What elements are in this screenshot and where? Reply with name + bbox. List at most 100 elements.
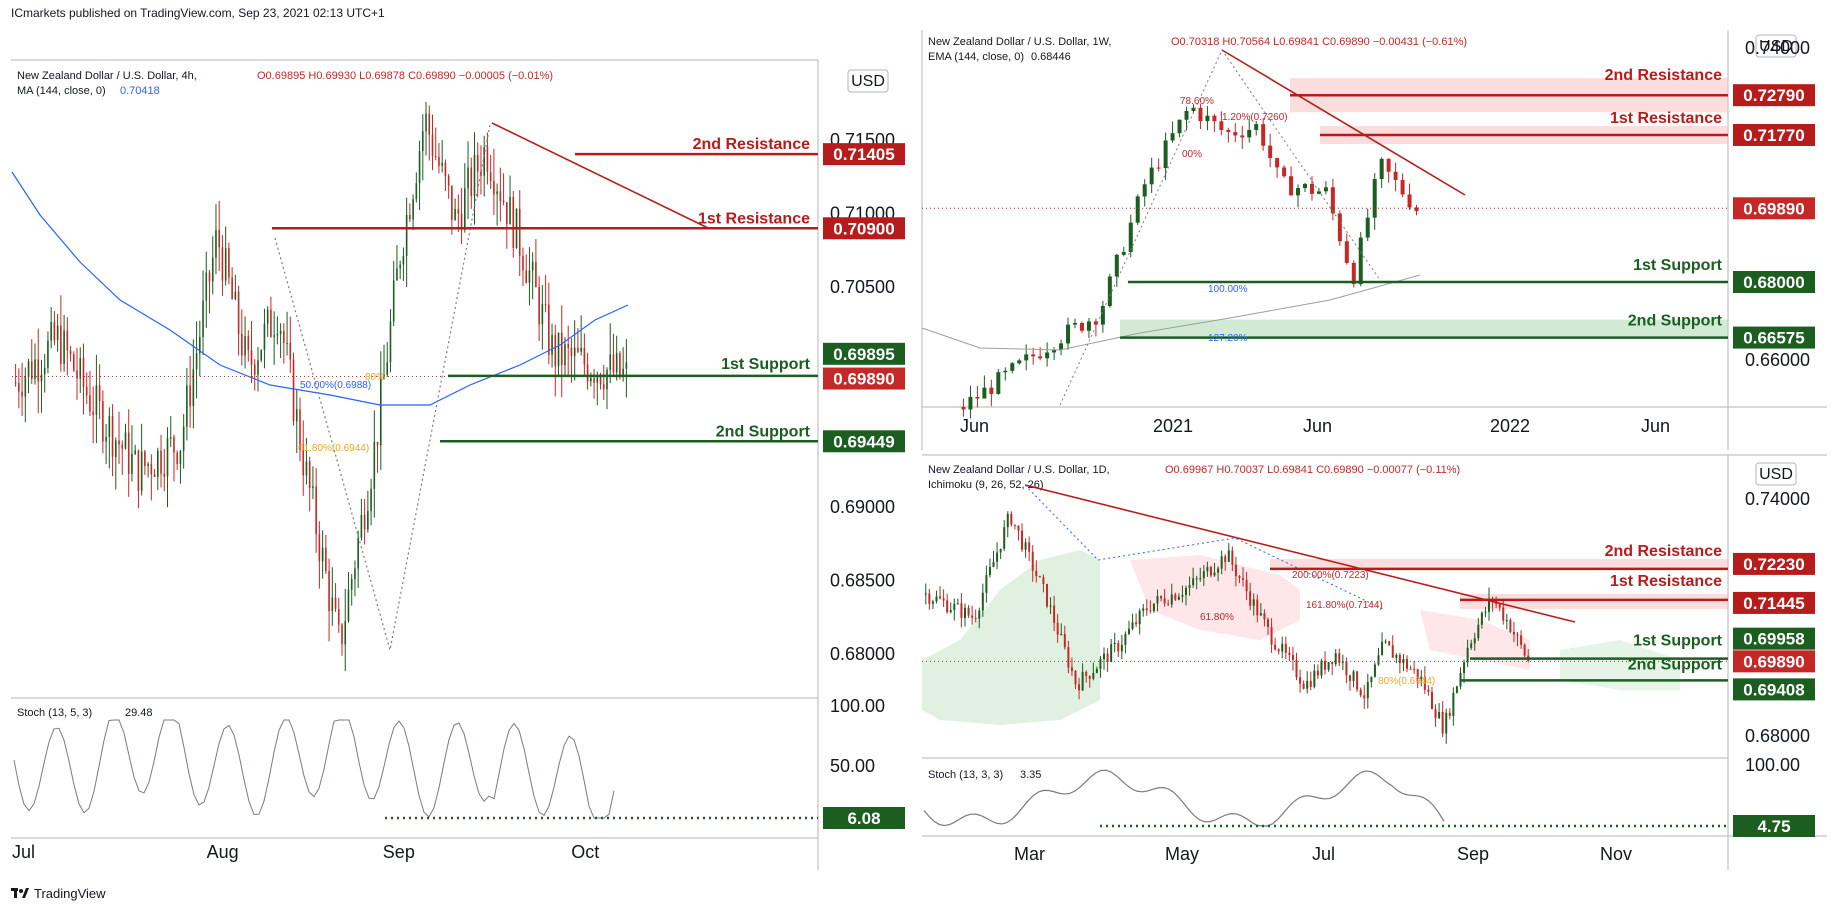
candle-body [409,214,411,220]
price-1st-support: 0.68000 [1743,273,1804,292]
candle-body [1366,682,1369,699]
candle-body [1227,550,1230,562]
candle-body [1358,237,1363,285]
candle-body [199,337,201,354]
candle-body [153,474,156,477]
candle-body [1498,604,1501,608]
candle-body [305,461,308,476]
candle-body [625,362,628,369]
candle-body [1070,667,1073,671]
candle-body [1213,572,1216,576]
candle-body [975,396,980,399]
candle-body [971,615,974,618]
candle-body [531,262,534,271]
candle-body [166,438,169,477]
ema-value: 0.68446 [1031,51,1071,63]
candle-body [1261,124,1266,146]
ichimoku-cloud-green [922,550,1100,725]
candle-body [1259,613,1262,616]
candle-body [76,370,78,379]
candle-body [1003,370,1008,373]
candle-body [1145,608,1148,611]
candle-body [1351,262,1356,285]
candle-body [1281,643,1284,652]
candle-body [105,436,107,442]
price-current-box [823,367,905,390]
candle-body [1309,183,1314,194]
candle-body [956,603,959,605]
candle-body [602,384,605,390]
candle-body [1363,695,1366,699]
candle-body [373,441,376,489]
label-1st-resistance: 1st Resistance [1610,110,1722,127]
candle-body [942,598,945,601]
candle-body [1167,603,1170,605]
candle-body [1056,622,1059,635]
candle-body [1413,668,1416,670]
symbol-label: New Zealand Dollar / U.S. Dollar, 1D, [928,464,1110,476]
resistance-zone-2 [1270,558,1728,569]
candle-body [179,450,182,465]
y-tick-label: 0.74000 [1745,38,1810,58]
candle-body [1247,129,1252,138]
resistance-zone-1 [1320,125,1728,144]
candle-body [270,309,272,337]
candle-body [1245,579,1248,592]
candle-body [357,537,359,569]
candle-body [441,162,443,166]
candle-body [457,208,460,214]
candle-body [560,332,563,365]
candle-body [1370,676,1373,683]
candle-body [1152,603,1155,611]
candle-body [1520,635,1523,645]
candle-body [82,357,85,387]
candle-body [1100,305,1105,325]
candle-body [260,350,263,361]
y-tick-label: 0.74000 [1745,489,1810,509]
candle-body [499,191,502,201]
candle-body [1107,276,1112,306]
candle-body [85,386,88,396]
label-1st-support: 1st Support [1633,633,1723,650]
candle-body [1045,352,1050,359]
candle-body [996,372,1001,394]
candle-body [551,334,553,355]
descending-trendline [1024,484,1576,623]
ema-label: EMA (144, close, 0) [928,51,1024,63]
candle-body [1448,712,1451,716]
currency-badge [1755,34,1797,58]
candle-body [1484,611,1487,613]
candle-body [1509,619,1512,632]
price-2nd-resistance: 0.72230 [1743,555,1804,574]
candle-body [606,369,608,390]
candle-body [1010,513,1013,525]
stoch-label: Stoch (13, 3, 3) [928,769,1003,781]
candle-body [1249,591,1252,606]
candle-body [1092,673,1095,679]
candle-body [279,330,282,334]
candle-body [1352,671,1355,681]
tradingview-footer[interactable]: TradingView [11,886,106,901]
candle-body [548,304,550,355]
candle-body [328,571,330,611]
candle-body [1309,680,1312,687]
y-tick-label: 0.68500 [830,571,895,591]
candle-body [577,347,579,352]
candle-body [1348,675,1351,681]
candle-body [486,147,489,172]
candle-body [202,300,204,338]
candle-body [27,361,30,377]
price-current: 0.69890 [1743,652,1804,671]
candle-body [1337,213,1342,242]
ichimoku-cloud-red [1420,610,1530,670]
candle-body [1263,613,1266,620]
candle-body [502,200,505,203]
candle-body [1202,571,1205,579]
ichimoku-label: Ichimoku (9, 26, 52, 26) [928,479,1044,491]
candle-body [1477,624,1480,639]
x-tick-label: Sep [383,842,415,862]
candle-body [1086,321,1091,331]
